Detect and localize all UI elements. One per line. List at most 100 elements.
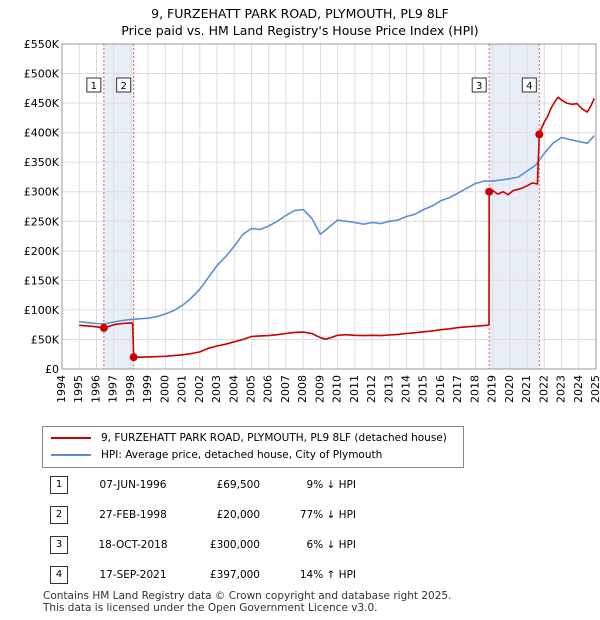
sale-price-cell: £69,500 xyxy=(188,470,260,500)
x-tick-label: 2009 xyxy=(313,375,326,403)
x-tick-label: 2004 xyxy=(227,375,240,403)
chart-legend: 9, FURZEHATT PARK ROAD, PLYMOUTH, PL9 8L… xyxy=(42,426,464,468)
y-tick-label: £400K xyxy=(24,127,60,140)
sales-table: 1 07-JUN-1996 £69,500 9% ↓ HPI 2 27-FEB-1998 £… xyxy=(40,470,356,590)
sale-hpi-diff-cell: 77% ↓ HPI xyxy=(260,500,356,530)
sale-hpi-diff-cell: 14% ↑ HPI xyxy=(260,560,356,590)
chart-title-line-2: Price paid vs. HM Land Registry's House … xyxy=(121,23,479,38)
sale-number-badge-cell: 4 xyxy=(40,560,78,590)
plot-frame xyxy=(61,43,597,370)
x-tick-label: 2019 xyxy=(486,375,499,403)
x-tick-label: 2013 xyxy=(382,375,395,403)
x-tick-label: 2022 xyxy=(537,375,550,403)
sale-point-2 xyxy=(129,353,138,362)
footer-line-1: Contains HM Land Registry data © Crown c… xyxy=(43,590,452,602)
sale-number-badge-cell: 3 xyxy=(40,530,78,560)
x-tick-label: 2011 xyxy=(348,375,361,403)
x-tick-label: 2010 xyxy=(331,375,344,403)
x-tick-label: 2005 xyxy=(244,375,257,403)
y-tick-label: £550K xyxy=(24,38,60,51)
sale-date-cell: 18-OCT-2018 xyxy=(78,530,188,560)
sale-hpi-diff: 14% ↑ HPI xyxy=(299,569,356,581)
sale-point-1 xyxy=(99,323,108,332)
sale-label-box-3 xyxy=(471,77,487,93)
y-tick-label: £350K xyxy=(24,156,60,169)
x-tick-label: 1995 xyxy=(72,375,85,403)
legend-hpi-swatch xyxy=(51,454,91,456)
sale-hpi-diff-cell: 9% ↓ HPI xyxy=(260,470,356,500)
sale-number-badge: 4 xyxy=(50,566,68,584)
shaded-range-1 xyxy=(103,44,134,369)
sale-date-cell: 27-FEB-1998 xyxy=(78,500,188,530)
sale-number-badge-cell: 2 xyxy=(40,500,78,530)
legend-property-label: 9, FURZEHATT PARK ROAD, PLYMOUTH, PL9 8L… xyxy=(101,432,447,444)
sale-price: £300,000 xyxy=(209,539,260,551)
sale-row: 4 17-SEP-2021 £397,000 14% ↑ HPI xyxy=(40,560,356,590)
x-tick-label: 2000 xyxy=(158,375,171,403)
x-tick-label: 2012 xyxy=(365,375,378,403)
sale-price: £20,000 xyxy=(216,509,260,521)
sale-hpi-diff: 77% ↓ HPI xyxy=(299,509,356,521)
sale-label-box-2 xyxy=(116,77,132,93)
x-tick-label: 2001 xyxy=(176,375,189,403)
sale-hpi-diff-cell: 6% ↓ HPI xyxy=(260,530,356,560)
sale-row: 3 18-OCT-2018 £300,000 6% ↓ HPI xyxy=(40,530,356,560)
y-tick-label: £200K xyxy=(24,245,60,258)
x-tick-label: 2018 xyxy=(468,375,481,403)
sale-row: 2 27-FEB-1998 £20,000 77% ↓ HPI xyxy=(40,500,356,530)
sale-date: 18-OCT-2018 xyxy=(98,539,168,551)
x-tick-label: 2015 xyxy=(417,375,430,403)
y-tick-label: £50K xyxy=(31,333,60,346)
sale-hpi-diff: 9% ↓ HPI xyxy=(306,479,356,491)
sale-price: £397,000 xyxy=(209,569,260,581)
sale-label-4: 4 xyxy=(526,81,532,92)
x-tick-label: 1998 xyxy=(124,375,137,403)
x-tick-label: 2024 xyxy=(572,375,585,403)
sale-price-cell: £20,000 xyxy=(188,500,260,530)
sale-label-box-4 xyxy=(521,77,537,93)
legend-property-swatch xyxy=(51,437,91,439)
x-tick-label: 2017 xyxy=(451,375,464,403)
x-tick-label: 2021 xyxy=(520,375,533,403)
x-tick-label: 2006 xyxy=(262,375,275,403)
y-tick-label: £150K xyxy=(24,274,60,287)
sale-date-cell: 07-JUN-1996 xyxy=(78,470,188,500)
property-price-line xyxy=(79,96,596,358)
sale-number-badge: 1 xyxy=(50,476,68,494)
x-tick-label: 1997 xyxy=(107,375,120,403)
sale-label-box-1 xyxy=(86,77,102,93)
chart-title-line-1: 9, FURZEHATT PARK ROAD, PLYMOUTH, PL9 8L… xyxy=(151,6,449,21)
sale-date: 17-SEP-2021 xyxy=(99,569,167,581)
y-tick-label: £500K xyxy=(24,68,60,81)
x-tick-label: 2023 xyxy=(555,375,568,403)
footer-note: Contains HM Land Registry data © Crown c… xyxy=(43,590,451,614)
x-tick-label: 1999 xyxy=(141,375,154,403)
price-chart: 1 2 3 4 £0 £50K £100K £150K £200K £250K £300K £350… xyxy=(24,38,600,403)
y-tick-label: £0 xyxy=(45,363,59,376)
x-tick-label: 1996 xyxy=(89,375,102,403)
x-tick-label: 2025 xyxy=(589,375,600,403)
sale-date-cell: 17-SEP-2021 xyxy=(78,560,188,590)
sale-point-4 xyxy=(535,130,544,139)
sale-price: £69,500 xyxy=(216,479,260,491)
x-tick-label: 1994 xyxy=(55,375,68,403)
hpi-line xyxy=(79,135,595,325)
x-tick-label: 2014 xyxy=(400,375,413,403)
sale-price-cell: £397,000 xyxy=(188,560,260,590)
sale-row: 1 07-JUN-1996 £69,500 9% ↓ HPI xyxy=(40,470,356,500)
x-tick-label: 2002 xyxy=(193,375,206,403)
sale-label-1: 1 xyxy=(91,81,97,92)
x-tick-label: 2016 xyxy=(434,375,447,403)
sale-label-2: 2 xyxy=(120,81,126,92)
x-tick-label: 2008 xyxy=(296,375,309,403)
y-tick-label: £250K xyxy=(24,215,60,228)
sale-number-badge: 3 xyxy=(50,536,68,554)
y-tick-label: £450K xyxy=(24,97,60,110)
x-tick-label: 2020 xyxy=(503,375,516,403)
x-tick-label: 2007 xyxy=(279,375,292,403)
footer-line-2: This data is licensed under the Open Gov… xyxy=(43,602,378,614)
sale-number-badge-cell: 1 xyxy=(40,470,78,500)
sale-price-cell: £300,000 xyxy=(188,530,260,560)
sale-point-3 xyxy=(485,187,494,196)
y-tick-label: £100K xyxy=(24,304,60,317)
